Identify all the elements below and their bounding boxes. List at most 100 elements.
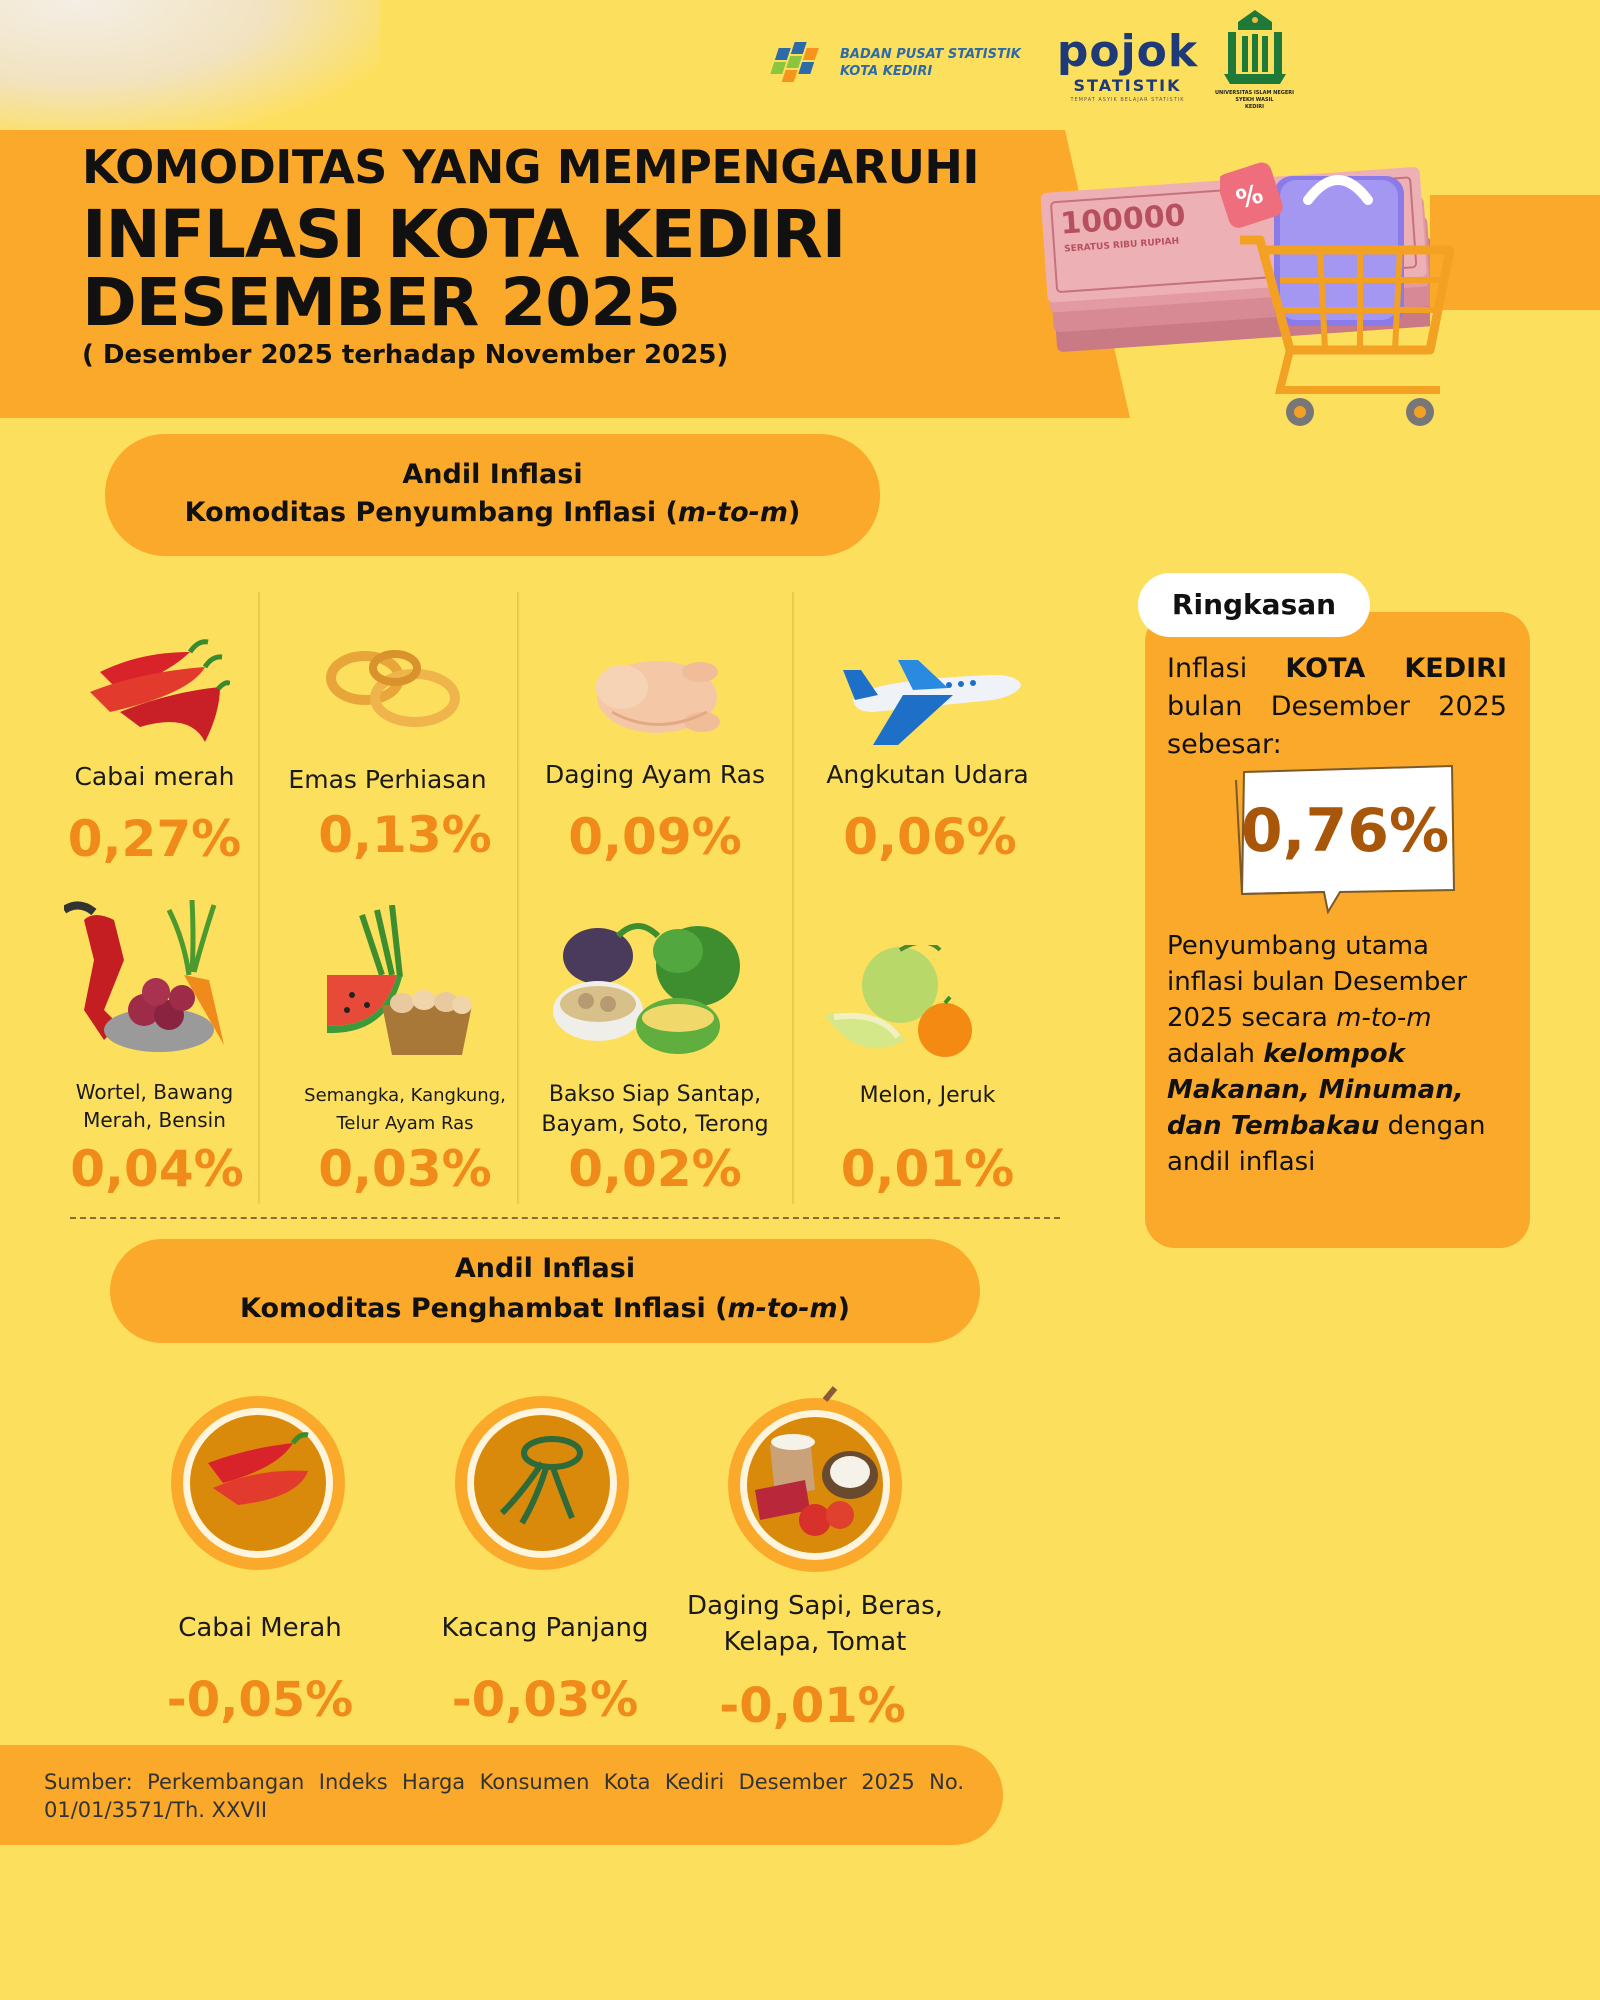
grid-divider <box>258 592 261 1204</box>
contributor-item: Wortel, Bawang Merah, Bensin <box>62 1078 247 1134</box>
contributor-name-line-1: Wortel, Bawang <box>75 1080 234 1104</box>
contributors-title-text: Komoditas Penyumbang Inflasi ( <box>184 497 678 528</box>
contributor-name: Angkutan Udara <box>826 760 1029 789</box>
summary-city: KOTA KEDIRI <box>1285 653 1507 684</box>
contributor-name-line-1: Semangka, Kangkung, <box>304 1085 506 1106</box>
contributor-name-line-2: Bayam, Soto, Terong <box>541 1112 769 1137</box>
inhibitor-name-line-1: Daging Sapi, Beras, <box>687 1591 943 1621</box>
summary-detail-text: Penyumbang utama inflasi bulan Desember … <box>1167 931 1468 1033</box>
inhibitors-title-close: ) <box>837 1293 850 1324</box>
contributor-value: 0,13% <box>318 806 492 864</box>
uin-line-1: UNIVERSITAS ISLAM NEGERI <box>1215 90 1294 96</box>
chicken-icon <box>596 661 720 733</box>
summary-detail-text-3: dengan andil inflasi <box>1167 1111 1486 1177</box>
contributors-title-line-1: Andil Inflasi <box>402 459 583 490</box>
watermelon-egg-icon <box>327 905 472 1055</box>
contributor-name-line-2: Telur Ayam Ras <box>336 1113 474 1134</box>
gold-jewelry-icon <box>326 650 460 727</box>
contributor-value: 0,03% <box>318 1140 492 1198</box>
bps-logo: BADAN PUSAT STATISTIK KOTA KEDIRI <box>762 38 1032 88</box>
inhibitors-title-text: Komoditas Penghambat Inflasi ( <box>240 1293 728 1324</box>
summary-label: Ringkasan <box>1138 573 1370 637</box>
section-divider <box>70 1217 1060 1219</box>
bps-name: BADAN PUSAT STATISTIK KOTA KEDIRI <box>840 46 1021 80</box>
airplane-icon <box>843 660 1021 745</box>
inhibitor-value: -0,05% <box>166 1672 354 1728</box>
contributor-item: Semangka, Kangkung, Telur Ayam Ras <box>295 1082 515 1138</box>
contributor-item: Cabai merah <box>62 762 247 791</box>
speech-bubble-icon <box>1235 764 1456 914</box>
chili-icon <box>171 1396 345 1570</box>
shopping-cart-icon: % <box>1220 162 1455 426</box>
contributors-title-pill: Andil Inflasi Komoditas Penyumbang Infla… <box>105 434 880 556</box>
uin-line-2: SYEKH WASIL <box>1235 97 1274 103</box>
uin-logo: UNIVERSITAS ISLAM NEGERI SYEKH WASIL KED… <box>1212 8 1297 111</box>
uin-line-3: KEDIRI <box>1244 104 1264 110</box>
inhibitors-title-line-2: Komoditas Penghambat Inflasi (m-to-m) <box>110 1289 980 1329</box>
summary-intro: Inflasi KOTA KEDIRI bulan Desember 2025 … <box>1167 650 1507 764</box>
grid-divider <box>517 592 520 1204</box>
melon-orange-icon <box>825 945 972 1057</box>
contributors-title-close: ) <box>788 497 801 528</box>
inhibitors-title-line-1: Andil Inflasi <box>454 1253 636 1284</box>
banknote-text: 100000 <box>1059 198 1186 242</box>
summary-detail-italic: m-to-m <box>1336 1003 1432 1033</box>
uin-text: UNIVERSITAS ISLAM NEGERI SYEKH WASIL KED… <box>1212 90 1297 111</box>
bps-name-line-1: BADAN PUSAT STATISTIK <box>840 47 1021 62</box>
summary-detail: Penyumbang utama inflasi bulan Desember … <box>1167 928 1512 1180</box>
contributors-title-italic: m-to-m <box>677 497 788 528</box>
source-note: Sumber: Perkembangan Indeks Harga Konsum… <box>44 1770 964 1822</box>
contributor-value: 0,01% <box>840 1140 1015 1198</box>
inhibitor-name: Cabai Merah <box>178 1613 342 1643</box>
inhibitor-value: -0,03% <box>451 1672 639 1728</box>
contributor-name-line-1: Bakso Siap Santap, <box>548 1082 762 1107</box>
subtitle: ( Desember 2025 terhadap November 2025) <box>82 340 729 370</box>
inhibitors-title-pill: Andil Inflasi Komoditas Penghambat Infla… <box>110 1239 980 1343</box>
beef-rice-coconut-tomato-icon <box>728 1386 902 1572</box>
summary-detail-text-2: adalah <box>1167 1039 1264 1069</box>
soup-vegetable-icon <box>553 923 740 1054</box>
contributor-name-line-2: Merah, Bensin <box>83 1108 226 1132</box>
pojok-statistik-logo: pojok STATISTIK TEMPAT ASYIK BELAJAR STA… <box>1055 26 1200 104</box>
carrot-onion-fuel-icon <box>64 900 224 1052</box>
summary-intro-text-2: bulan Desember 2025 sebesar: <box>1167 691 1507 760</box>
chili-icon <box>90 639 230 742</box>
summary-box <box>1145 612 1530 1248</box>
pojok-word: pojok <box>1056 26 1199 77</box>
inhibitor-name-line-2: Kelapa, Tomat <box>723 1627 907 1657</box>
pojok-sub: STATISTIK <box>1073 76 1182 95</box>
inhibitors-title-italic: m-to-m <box>727 1293 838 1324</box>
title-line-2: INFLASI KOTA KEDIRI <box>82 196 846 273</box>
inhibitor-value: -0,01% <box>719 1678 906 1734</box>
inhibitor-name: Kacang Panjang <box>441 1613 649 1643</box>
contributor-value: 0,27% <box>67 810 242 868</box>
uin-emblem-icon <box>1223 10 1286 84</box>
contributor-name: Cabai merah <box>74 762 235 791</box>
summary-intro-text: Inflasi <box>1167 653 1286 684</box>
footer-band <box>0 1745 1003 1845</box>
contributor-value: 0,09% <box>568 808 742 866</box>
contributor-item: Angkutan Udara <box>810 760 1045 789</box>
contributor-value: 0,06% <box>843 808 1017 866</box>
corner-glow <box>0 0 380 130</box>
title-line-3: DESEMBER 2025 <box>82 264 681 341</box>
contributor-item: Melon, Jeruk <box>820 1082 1035 1110</box>
summary-detail-group: kelompok Makanan, Minuman, dan Tembakau <box>1167 1039 1464 1141</box>
title-line-1: KOMODITAS YANG MEMPENGARUHI <box>82 140 980 194</box>
bps-name-line-2: KOTA KEDIRI <box>840 64 933 79</box>
header-band <box>0 130 1130 418</box>
long-bean-icon <box>455 1396 629 1570</box>
contributor-item: Bakso Siap Santap, Bayam, Soto, Terong <box>535 1080 775 1140</box>
contributors-title-line-2: Komoditas Penyumbang Inflasi (m-to-m) <box>105 494 880 532</box>
contributor-name: Melon, Jeruk <box>859 1083 996 1108</box>
header-band-right <box>1430 195 1600 310</box>
contributor-item: Emas Perhiasan <box>280 765 495 794</box>
contributor-value: 0,02% <box>568 1140 742 1198</box>
inhibitor-name: Daging Sapi, Beras, Kelapa, Tomat <box>680 1588 950 1660</box>
bps-mark-icon <box>770 42 819 82</box>
contributor-name: Daging Ayam Ras <box>544 760 766 789</box>
grid-divider <box>792 592 795 1204</box>
summary-inflation-value: 0,76% <box>1240 796 1450 866</box>
contributor-item: Daging Ayam Ras <box>535 760 775 789</box>
contributor-value: 0,04% <box>70 1140 244 1198</box>
